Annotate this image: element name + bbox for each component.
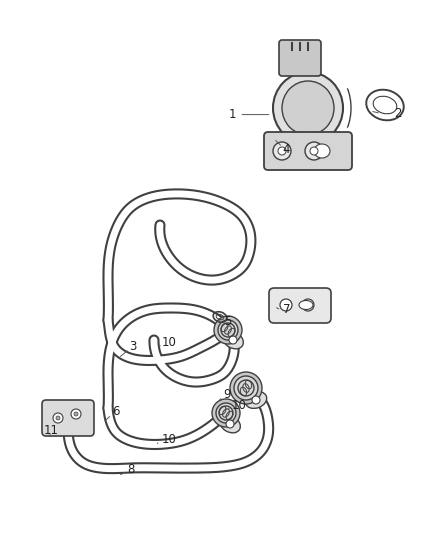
Circle shape (310, 147, 318, 155)
Circle shape (252, 396, 260, 404)
FancyBboxPatch shape (264, 132, 352, 170)
Ellipse shape (245, 392, 267, 408)
Circle shape (56, 416, 60, 420)
Text: 9: 9 (223, 388, 231, 401)
Ellipse shape (220, 415, 240, 433)
Circle shape (305, 142, 323, 160)
Circle shape (216, 403, 236, 423)
Circle shape (219, 406, 233, 420)
Text: 1: 1 (229, 108, 269, 121)
FancyBboxPatch shape (42, 400, 94, 436)
Circle shape (273, 142, 291, 160)
Text: 10: 10 (161, 433, 176, 446)
Text: 11: 11 (44, 424, 59, 437)
Circle shape (302, 299, 314, 311)
Text: 7: 7 (283, 303, 290, 316)
Circle shape (280, 299, 292, 311)
Circle shape (230, 372, 262, 404)
Text: 10: 10 (162, 336, 177, 349)
Circle shape (71, 409, 81, 419)
Ellipse shape (273, 72, 343, 144)
FancyBboxPatch shape (279, 40, 321, 76)
Text: 4: 4 (283, 143, 290, 156)
Text: 8: 8 (127, 463, 134, 475)
Circle shape (221, 323, 235, 337)
Text: 10: 10 (232, 399, 247, 411)
Circle shape (234, 376, 258, 400)
Circle shape (53, 413, 63, 423)
Text: 5: 5 (224, 316, 232, 328)
Text: 3: 3 (129, 340, 137, 353)
Ellipse shape (299, 301, 313, 310)
Ellipse shape (223, 331, 244, 349)
Circle shape (226, 420, 234, 428)
Circle shape (212, 399, 240, 427)
Ellipse shape (314, 144, 330, 158)
Circle shape (229, 336, 237, 344)
Circle shape (278, 147, 286, 155)
Text: 6: 6 (112, 405, 119, 418)
Circle shape (74, 412, 78, 416)
Circle shape (214, 316, 242, 344)
Circle shape (238, 380, 254, 396)
Text: 2: 2 (394, 107, 402, 120)
Circle shape (218, 320, 238, 340)
Ellipse shape (282, 81, 334, 135)
FancyBboxPatch shape (269, 288, 331, 323)
